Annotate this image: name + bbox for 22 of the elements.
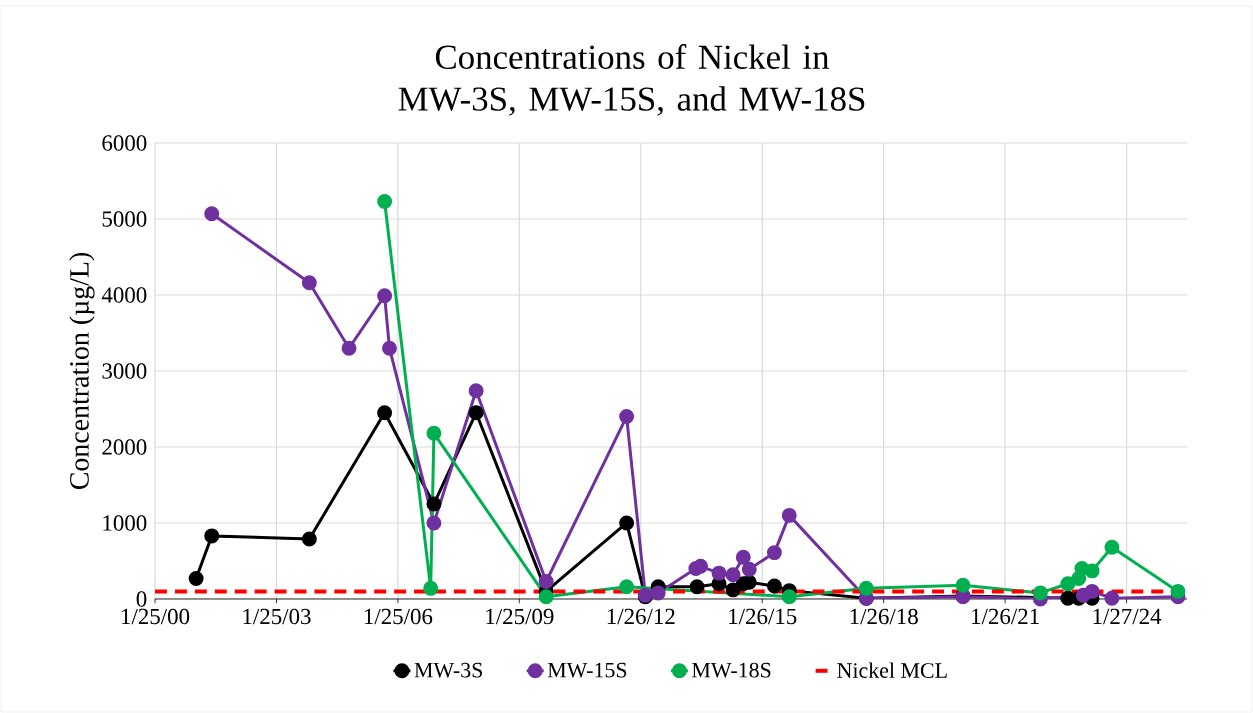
x-tick-label: 1/26/18 bbox=[850, 608, 918, 625]
x-tick-label: 1/26/21 bbox=[972, 608, 1039, 625]
x-tick-label: 1/25/03 bbox=[243, 608, 311, 625]
y-tick-label: 5000 bbox=[102, 211, 147, 227]
chart-title: Concentrations of Nickel in MW-3S, MW-15S, and MW-18S bbox=[398, 44, 865, 116]
x-tick-label: 1/26/12 bbox=[607, 608, 675, 625]
legend-label: Nickel MCL bbox=[837, 662, 947, 678]
y-tick-label: 2000 bbox=[102, 439, 147, 455]
y-tick-label: 0 bbox=[136, 591, 147, 607]
y-tick-label: 6000 bbox=[102, 135, 147, 151]
legend-label: MW-18S bbox=[692, 662, 771, 678]
x-tick-label: 1/25/00 bbox=[122, 608, 190, 625]
y-axis-title: Concentration (µg/L) bbox=[69, 252, 95, 490]
x-tick-label: 1/25/09 bbox=[486, 608, 554, 625]
x-tick-label: 1/27/24 bbox=[1093, 608, 1162, 625]
legend-label: MW-15S bbox=[547, 662, 627, 678]
x-tick-label: 1/25/06 bbox=[364, 608, 433, 625]
y-tick-label: 1000 bbox=[103, 515, 147, 531]
y-tick-label: 4000 bbox=[101, 287, 147, 303]
y-tick-label: 3000 bbox=[102, 363, 147, 379]
x-tick-label: 1/26/15 bbox=[729, 608, 797, 625]
legend-label: MW-3S bbox=[414, 662, 483, 678]
